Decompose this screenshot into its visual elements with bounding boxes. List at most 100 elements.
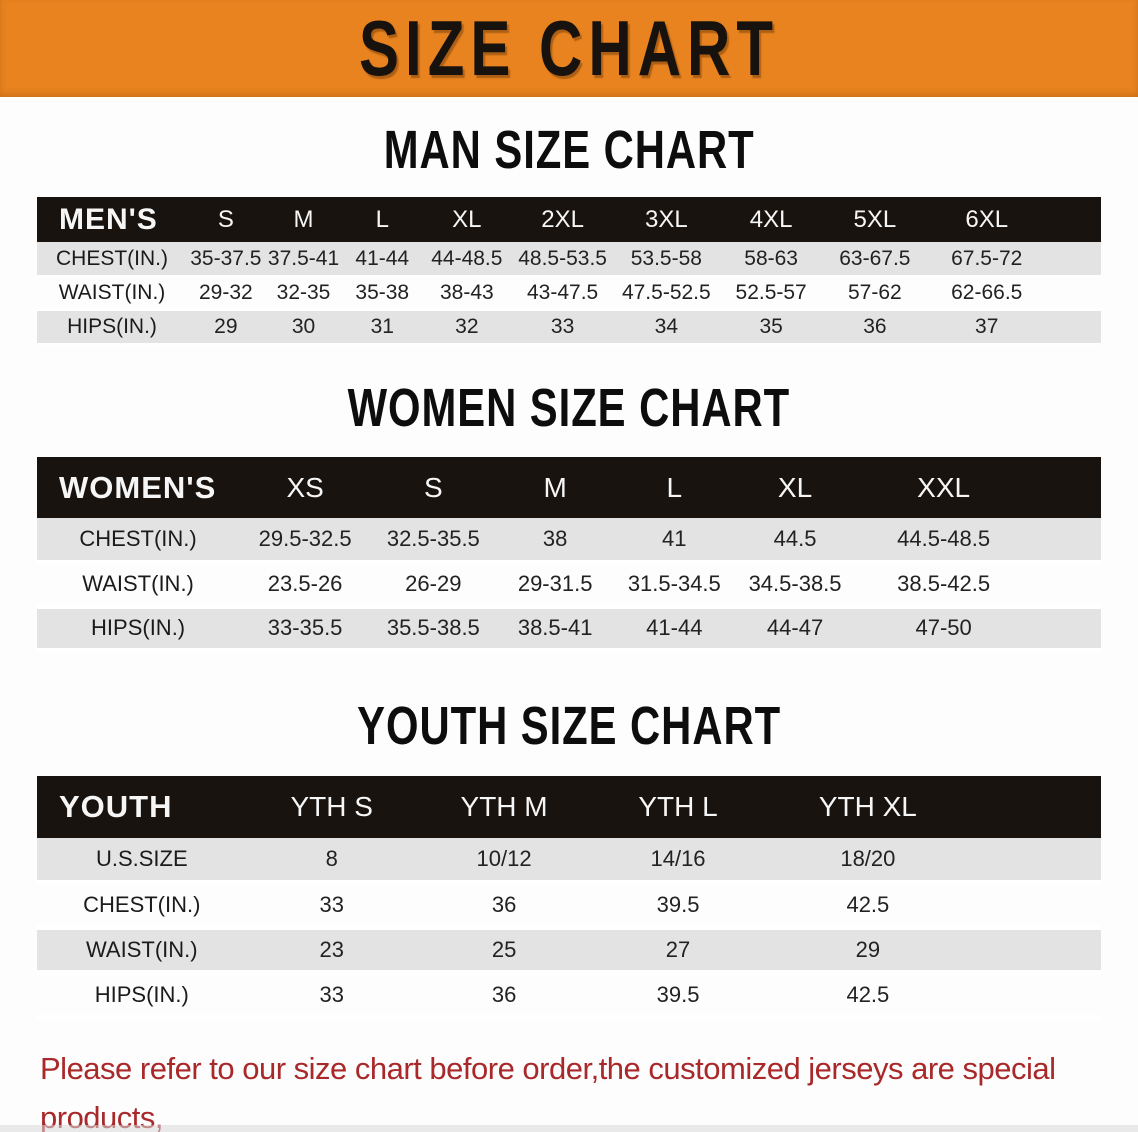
size-column-header: M — [495, 457, 615, 518]
size-value-cell: 23 — [246, 927, 417, 975]
size-value-cell: 32-35 — [264, 276, 343, 311]
size-value-cell: 42.5 — [764, 972, 1101, 1020]
womens-size-table: WOMEN'S XS S M L XL XXL CHEST(IN.) 29.5-… — [37, 457, 1101, 653]
size-column-header: 2XL — [511, 197, 614, 242]
size-value-cell: 34.5-38.5 — [733, 562, 857, 609]
size-value-cell: 32 — [422, 310, 512, 345]
size-value-cell: 41-44 — [342, 242, 423, 277]
table-row: CHEST(IN.) 35-37.5 37.5-41 41-44 44-48.5… — [37, 242, 1101, 277]
size-value-cell: 47.5-52.5 — [613, 276, 719, 311]
table-row: HIPS(IN.) 33 36 39.5 42.5 — [37, 972, 1101, 1020]
size-value-cell: 41-44 — [614, 606, 734, 653]
youth-band-label: YOUTH — [37, 775, 247, 838]
size-value-cell: 47-50 — [856, 606, 1101, 653]
women-size-chart-heading: WOMEN SIZE CHART — [0, 379, 1138, 439]
table-row: HIPS(IN.) 33-35.5 35.5-38.5 38.5-41 41-4… — [37, 606, 1101, 653]
youth-heading-text: YOUTH SIZE CHART — [357, 696, 781, 756]
size-value-cell: 38.5-42.5 — [856, 562, 1101, 609]
size-value-cell: 33 — [246, 882, 417, 930]
youth-header-band: YOUTH YTH S YTH M YTH L YTH XL — [37, 775, 1101, 838]
size-value-cell: 39.5 — [591, 972, 765, 1020]
size-value-cell: 43-47.5 — [511, 276, 614, 311]
size-value-cell: 38 — [495, 518, 615, 565]
disclaimer-line-1: Please refer to our size chart before or… — [40, 1051, 1056, 1132]
size-value-cell: 30 — [264, 310, 343, 345]
size-value-cell: 31 — [342, 310, 423, 345]
row-label: HIPS(IN.) — [37, 972, 247, 1020]
size-chart-banner: SIZE CHART — [0, 0, 1138, 97]
size-value-cell: 44-48.5 — [422, 242, 512, 277]
mens-size-table: MEN'S S M L XL 2XL 3XL 4XL 5XL 6XL CHEST… — [37, 197, 1101, 345]
size-column-header: S — [187, 197, 265, 242]
size-column-header: 4XL — [719, 197, 824, 242]
disclaimer-note: Please refer to our size chart before or… — [40, 1044, 1138, 1132]
size-value-cell: 62-66.5 — [926, 276, 1101, 311]
size-value-cell: 36 — [823, 310, 927, 345]
size-value-cell: 29-32 — [187, 276, 265, 311]
size-value-cell: 27 — [591, 927, 765, 975]
size-value-cell: 57-62 — [823, 276, 927, 311]
size-column-header: YTH M — [416, 775, 592, 838]
size-value-cell: 58-63 — [719, 242, 824, 277]
size-value-cell: 44-47 — [733, 606, 857, 653]
size-value-cell: 34 — [613, 310, 719, 345]
size-value-cell: 25 — [416, 927, 592, 975]
size-value-cell: 44.5 — [733, 518, 857, 565]
size-value-cell: 10/12 — [416, 837, 592, 885]
size-value-cell: 38.5-41 — [495, 606, 615, 653]
size-column-header: XXL — [856, 457, 1101, 518]
size-value-cell: 31.5-34.5 — [614, 562, 734, 609]
size-value-cell: 37.5-41 — [264, 242, 343, 277]
table-row: CHEST(IN.) 29.5-32.5 32.5-35.5 38 41 44.… — [37, 518, 1101, 565]
size-column-header: M — [264, 197, 343, 242]
size-value-cell: 29-31.5 — [495, 562, 615, 609]
size-value-cell: 33 — [511, 310, 614, 345]
size-value-cell: 37 — [926, 310, 1101, 345]
youth-size-chart-heading: YOUTH SIZE CHART — [0, 696, 1138, 756]
size-value-cell: 35-38 — [342, 276, 423, 311]
size-value-cell: 29 — [187, 310, 265, 345]
size-column-header: YTH XL — [764, 775, 1101, 838]
row-label: WAIST(IN.) — [37, 927, 247, 975]
row-label: CHEST(IN.) — [37, 242, 188, 277]
size-value-cell: 48.5-53.5 — [511, 242, 614, 277]
table-row: HIPS(IN.) 29 30 31 32 33 34 35 36 37 — [37, 310, 1101, 345]
size-column-header: 5XL — [823, 197, 927, 242]
bottom-divider — [0, 1125, 1138, 1132]
size-value-cell: 33-35.5 — [239, 606, 372, 653]
size-value-cell: 14/16 — [591, 837, 765, 885]
size-value-cell: 23.5-26 — [239, 562, 372, 609]
size-column-header: L — [342, 197, 423, 242]
table-row: WAIST(IN.) 29-32 32-35 35-38 38-43 43-47… — [37, 276, 1101, 311]
size-column-header: 6XL — [926, 197, 1101, 242]
row-label: HIPS(IN.) — [37, 606, 240, 653]
size-value-cell: 42.5 — [764, 882, 1101, 930]
man-size-chart-heading: MAN SIZE CHART — [0, 121, 1138, 181]
table-row: WAIST(IN.) 23.5-26 26-29 29-31.5 31.5-34… — [37, 562, 1101, 609]
size-value-cell: 26-29 — [371, 562, 496, 609]
size-column-header: YTH L — [591, 775, 765, 838]
size-value-cell: 8 — [246, 837, 417, 885]
size-value-cell: 41 — [614, 518, 734, 565]
size-column-header: XL — [422, 197, 512, 242]
row-label: CHEST(IN.) — [37, 518, 240, 565]
womens-header-band: WOMEN'S XS S M L XL XXL — [37, 457, 1101, 518]
youth-size-table: YOUTH YTH S YTH M YTH L YTH XL U.S.SIZE … — [37, 775, 1101, 1020]
size-value-cell: 32.5-35.5 — [371, 518, 496, 565]
table-row: CHEST(IN.) 33 36 39.5 42.5 — [37, 882, 1101, 930]
size-value-cell: 29 — [764, 927, 1101, 975]
row-label: WAIST(IN.) — [37, 276, 188, 311]
size-column-header: XS — [239, 457, 372, 518]
mens-band-label: MEN'S — [37, 197, 188, 242]
man-heading-text: MAN SIZE CHART — [383, 120, 755, 181]
size-value-cell: 35-37.5 — [187, 242, 265, 277]
size-value-cell: 18/20 — [764, 837, 1101, 885]
size-column-header: YTH S — [246, 775, 417, 838]
mens-header-band: MEN'S S M L XL 2XL 3XL 4XL 5XL 6XL — [37, 197, 1101, 242]
row-label: CHEST(IN.) — [37, 882, 247, 930]
size-value-cell: 44.5-48.5 — [856, 518, 1101, 565]
size-column-header: XL — [733, 457, 857, 518]
size-value-cell: 36 — [416, 882, 592, 930]
size-column-header: S — [371, 457, 496, 518]
